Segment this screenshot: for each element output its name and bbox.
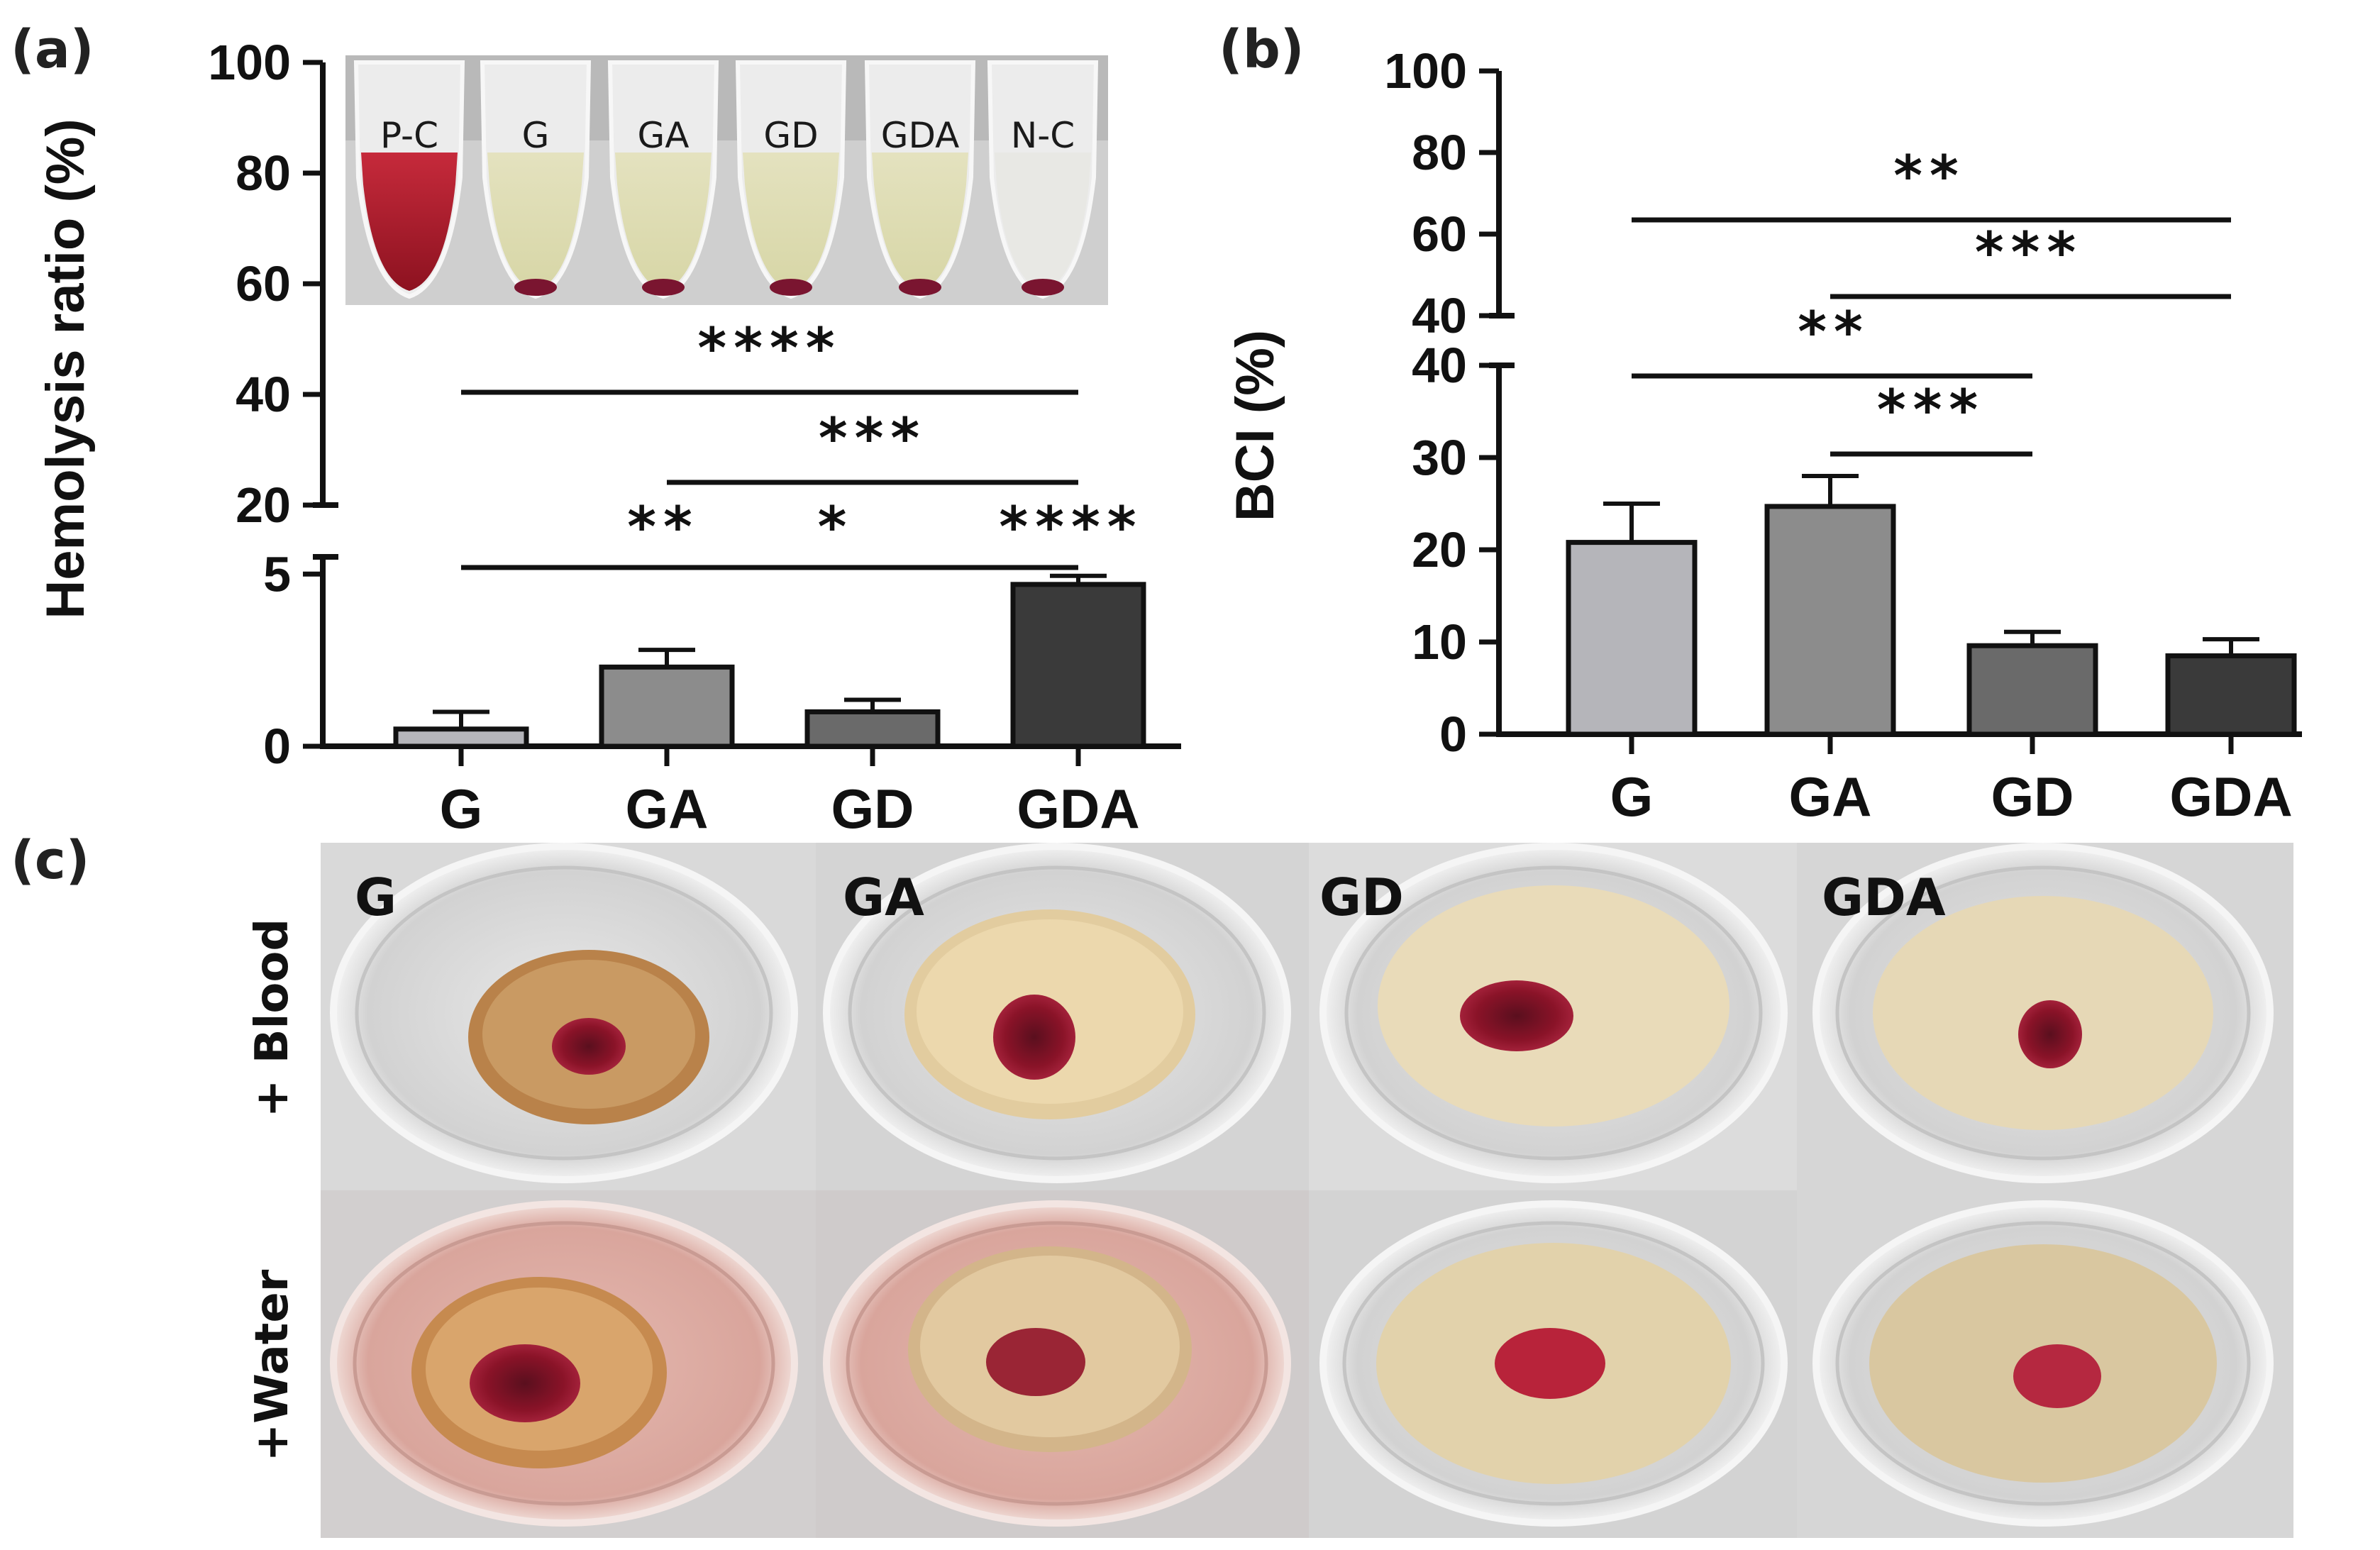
x-tick-label-gd: GD bbox=[1991, 765, 2074, 828]
significance-label: ** bbox=[627, 496, 699, 560]
tube-label: G bbox=[522, 115, 550, 156]
dish-label-gda: GDA bbox=[1822, 868, 1946, 927]
y-tick-label: 60 bbox=[1412, 206, 1467, 262]
dish-gd-blood bbox=[1319, 843, 1788, 1183]
dish-ga-water bbox=[823, 1200, 1291, 1527]
y-axis-label: Hemolysis ratio (%) bbox=[35, 118, 96, 619]
dish-label-g: G bbox=[355, 868, 397, 927]
tube-pellet bbox=[642, 279, 685, 296]
y-tick-label: 20 bbox=[236, 477, 291, 533]
significance-label: **** bbox=[697, 317, 841, 381]
dish-g-blood bbox=[330, 843, 798, 1183]
y-tick-label: 40 bbox=[1412, 288, 1467, 343]
y-tick-label: 10 bbox=[1412, 614, 1467, 670]
dish-gda-water bbox=[1812, 1200, 2274, 1527]
y-tick-label: 0 bbox=[263, 719, 291, 774]
tube-liquid bbox=[615, 153, 712, 291]
dish-label-ga: GA bbox=[843, 868, 924, 927]
tube-gd: GD bbox=[735, 60, 847, 299]
y-tick-label: 80 bbox=[1412, 125, 1467, 180]
bar-g bbox=[1566, 540, 1698, 737]
row-label-water: +Water bbox=[246, 1269, 299, 1461]
significance-label: *** bbox=[1877, 379, 1985, 443]
significance-label: * bbox=[818, 496, 854, 560]
panel-label-a: (a) bbox=[11, 19, 94, 80]
panel-label-c: (c) bbox=[11, 830, 90, 891]
y-axis-label: BCI (%) bbox=[1225, 330, 1285, 521]
tube-gda: GDA bbox=[864, 60, 976, 299]
tube-liquid bbox=[487, 153, 584, 291]
tube-p-c: P-C bbox=[353, 60, 465, 299]
tube-pellet bbox=[514, 279, 557, 296]
x-tick-label-g: G bbox=[1610, 765, 1654, 828]
tube-pellet bbox=[899, 279, 941, 296]
dish-ga-blood bbox=[823, 843, 1291, 1183]
dish-photo-grid: G GA GD GDA + Blood +Water bbox=[246, 843, 2293, 1538]
bar-ga bbox=[1764, 504, 1896, 737]
y-tick-label: 0 bbox=[1439, 707, 1467, 762]
x-tick-label-g: G bbox=[440, 777, 483, 840]
y-tick-label: 100 bbox=[208, 35, 291, 90]
y-tick-label: 5 bbox=[263, 546, 291, 602]
bar-gd bbox=[1966, 643, 2098, 737]
y-tick-label: 40 bbox=[236, 367, 291, 422]
significance-label: *** bbox=[1975, 221, 2083, 285]
tube-label: GA bbox=[638, 115, 690, 156]
bar-ga bbox=[599, 664, 735, 749]
y-tick-label: 20 bbox=[1412, 522, 1467, 577]
dish-label-gd: GD bbox=[1319, 868, 1404, 927]
panel-label-b: (b) bbox=[1219, 19, 1305, 80]
tube-ga: GA bbox=[607, 60, 719, 299]
dish-gda-blood bbox=[1812, 843, 2274, 1183]
bar-gda bbox=[1010, 582, 1146, 749]
bar-gda bbox=[2165, 653, 2297, 737]
y-tick-label: 40 bbox=[1412, 338, 1467, 393]
x-tick-label-gda: GDA bbox=[1017, 777, 1139, 840]
row-label-blood: + Blood bbox=[246, 919, 299, 1117]
dish-gd-water bbox=[1319, 1200, 1788, 1527]
y-tick-label: 80 bbox=[236, 145, 291, 201]
tube-g: G bbox=[480, 60, 592, 299]
tube-pellet bbox=[1022, 279, 1064, 296]
significance-label: ** bbox=[1798, 301, 1870, 365]
x-tick-label-ga: GA bbox=[1789, 765, 1872, 828]
tube-label: GDA bbox=[881, 115, 960, 156]
tube-liquid bbox=[872, 153, 968, 291]
bar-g bbox=[393, 726, 529, 749]
y-tick-label: 30 bbox=[1412, 430, 1467, 485]
y-tick-label: 60 bbox=[236, 256, 291, 311]
significance-label: ** bbox=[1893, 145, 1966, 209]
tube-label: N-C bbox=[1011, 115, 1075, 156]
y-tick-label: 100 bbox=[1384, 43, 1467, 99]
tube-pellet bbox=[770, 279, 812, 296]
tube-photo-inset: P-C G GA GD GDA N-C bbox=[345, 55, 1108, 305]
x-tick-label-ga: GA bbox=[626, 777, 709, 840]
bar-gd bbox=[804, 709, 941, 749]
x-tick-label-gda: GDA bbox=[2169, 765, 2292, 828]
tube-liquid bbox=[995, 153, 1091, 291]
dish-g-water bbox=[330, 1200, 798, 1527]
significance-label: *** bbox=[819, 407, 926, 471]
tube-liquid bbox=[743, 153, 839, 291]
tube-label: P-C bbox=[380, 115, 438, 156]
significance-label: **** bbox=[999, 496, 1143, 560]
tube-label: GD bbox=[763, 115, 818, 156]
tube-liquid bbox=[361, 153, 458, 291]
x-tick-label-gd: GD bbox=[831, 777, 914, 840]
hemolysis-chart: P-C G GA GD GDA N-C 0 5 20 40 60 80 100 Hemolysis ra… bbox=[35, 35, 1181, 840]
tube-n-c: N-C bbox=[987, 60, 1099, 299]
